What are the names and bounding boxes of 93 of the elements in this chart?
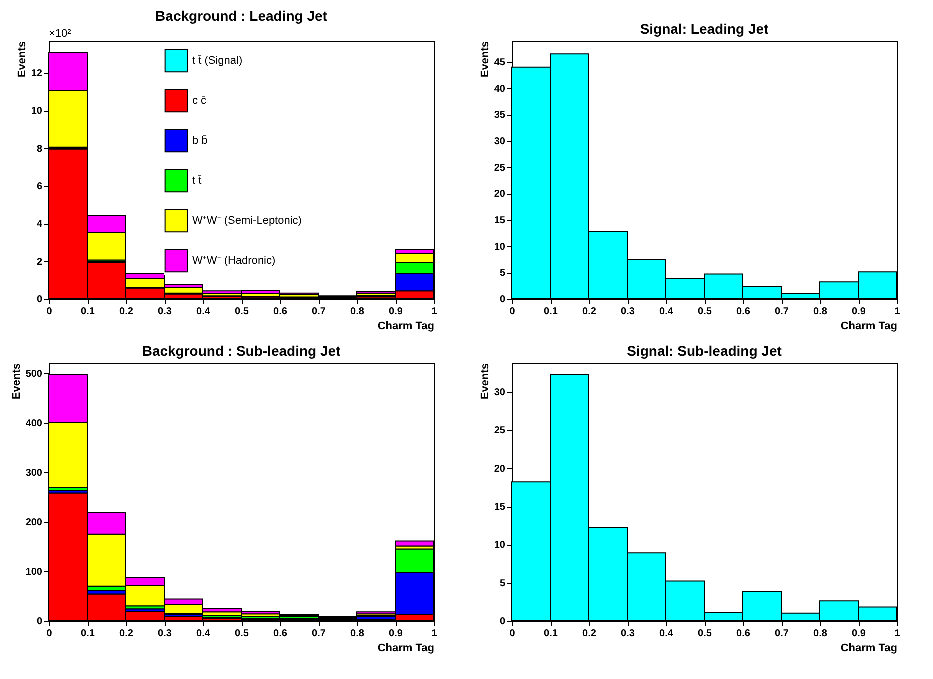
y-tick-label: 0	[500, 616, 506, 628]
y-tick-label: 15	[494, 216, 506, 227]
y-tick-label: 40	[494, 84, 506, 95]
x-tick-label: 0	[510, 628, 516, 640]
x-tick-label: 0.6	[736, 628, 751, 640]
y-axis-title: Events	[479, 364, 492, 400]
legend-label: c c̄	[192, 95, 208, 107]
x-tick-label: 0.3	[621, 306, 636, 318]
x-tick-label: 0.4	[660, 306, 674, 318]
y-tick-label: 0	[36, 616, 43, 628]
x-tick-label: 0.6	[274, 628, 288, 640]
text: ×10²	[49, 28, 72, 40]
x-tick-label: 0.7	[312, 306, 326, 318]
y-tick-label: 200	[26, 517, 43, 528]
y-tick-label: 6	[36, 182, 43, 193]
legend-label: t t̄ (Signal)	[192, 54, 243, 67]
y-tick-label: 15	[494, 502, 506, 514]
x-tick-label: 0.8	[814, 628, 828, 640]
y-tick-label: 30	[494, 388, 506, 399]
y-tick-label: 30	[494, 136, 506, 148]
legend-label: W⁺W⁻ (Hadronic)	[192, 255, 276, 267]
chart-title: Background : Leading Jet	[156, 8, 328, 24]
y-tick-label: 10	[494, 540, 506, 552]
y-tick-label: 4	[36, 219, 43, 230]
chart-title: Signal: Sub-leading Jet	[627, 343, 782, 359]
x-tick-label: 1	[894, 306, 901, 318]
x-axis-title: Charm Tag	[378, 320, 434, 332]
x-tick-label: 0.1	[81, 306, 96, 318]
x-tick-label: 0.3	[158, 628, 172, 640]
y-tick-label: 0	[500, 294, 506, 306]
x-tick-label: 0.9	[852, 628, 866, 640]
legend-label: t t̄	[192, 174, 202, 187]
x-tick-label: 0.2	[582, 306, 597, 318]
y-tick-label: 25	[494, 426, 506, 437]
legend-label: W⁺W⁻ (Semi-Leptonic)	[192, 215, 302, 227]
x-tick-label: 0.8	[350, 628, 365, 640]
x-axis-title: Charm Tag	[840, 320, 898, 332]
x-tick-label: 0.2	[582, 628, 597, 640]
y-tick-label: 2	[36, 256, 43, 268]
y-tick-label: 300	[26, 468, 43, 479]
legend-label: b b̄	[192, 134, 208, 147]
x-tick-label: 0.7	[775, 306, 790, 318]
y-tick-label: 5	[500, 268, 506, 280]
x-axis-title: Charm Tag	[840, 642, 898, 654]
y-tick-label: 12	[31, 68, 43, 80]
x-tick-label: 0.7	[775, 628, 790, 640]
x-tick-label: 0.2	[120, 628, 134, 640]
chart-title: Background : Sub-leading Jet	[142, 343, 342, 359]
x-axis-title: Charm Tag	[378, 642, 434, 654]
x-tick-label: 1	[432, 628, 438, 640]
x-tick-label: 1	[432, 306, 438, 318]
x-tick-label: 0.4	[196, 306, 211, 318]
y-axis-title: Events	[479, 42, 492, 78]
y-tick-label: 100	[26, 566, 43, 578]
x-tick-label: 0.8	[814, 306, 828, 318]
x-tick-label: 0	[46, 628, 53, 640]
x-tick-label: 0.4	[196, 628, 211, 640]
y-tick-label: 25	[494, 162, 506, 174]
x-tick-label: 0.3	[158, 306, 172, 318]
x-tick-label: 0.8	[350, 306, 365, 318]
x-tick-label: 0	[46, 306, 53, 318]
y-tick-label: 10	[494, 242, 506, 253]
x-tick-label: 0.3	[621, 628, 636, 640]
x-tick-label: 0.5	[235, 306, 250, 318]
y-tick-label: 5	[500, 578, 506, 590]
x-tick-label: 0.2	[120, 306, 134, 318]
y-tick-label: 400	[26, 418, 43, 430]
x-tick-label: 1	[894, 628, 901, 640]
chart-title: Signal: Leading Jet	[640, 21, 770, 37]
y-tick-label: 35	[494, 110, 506, 122]
x-tick-label: 0.6	[736, 306, 751, 318]
y-tick-label: 10	[31, 106, 43, 118]
y-tick-label: 45	[494, 58, 506, 69]
y-tick-label: 0	[36, 294, 43, 306]
y-axis-title: Events	[10, 364, 23, 400]
y-tick-label: 500	[26, 368, 43, 380]
x-tick-label: 0.5	[235, 628, 250, 640]
y-tick-label: 8	[36, 144, 43, 155]
x-tick-label: 0.9	[852, 306, 866, 318]
x-tick-label: 0.4	[660, 628, 674, 640]
x-tick-label: 0.9	[389, 306, 404, 318]
x-tick-label: 0.6	[274, 306, 288, 318]
x-tick-label: 0.9	[389, 628, 404, 640]
x-tick-label: 0.1	[544, 306, 558, 318]
x-tick-label: 0	[510, 306, 516, 318]
x-tick-label: 0.5	[698, 628, 712, 640]
y-tick-label: 20	[494, 464, 506, 475]
x-tick-label: 0.1	[544, 628, 558, 640]
x-tick-label: 0.1	[81, 628, 96, 640]
y-axis-title: Events	[16, 42, 28, 78]
y-tick-label: 20	[494, 189, 506, 200]
x-tick-label: 0.7	[312, 628, 326, 640]
x-tick-label: 0.5	[698, 306, 712, 318]
